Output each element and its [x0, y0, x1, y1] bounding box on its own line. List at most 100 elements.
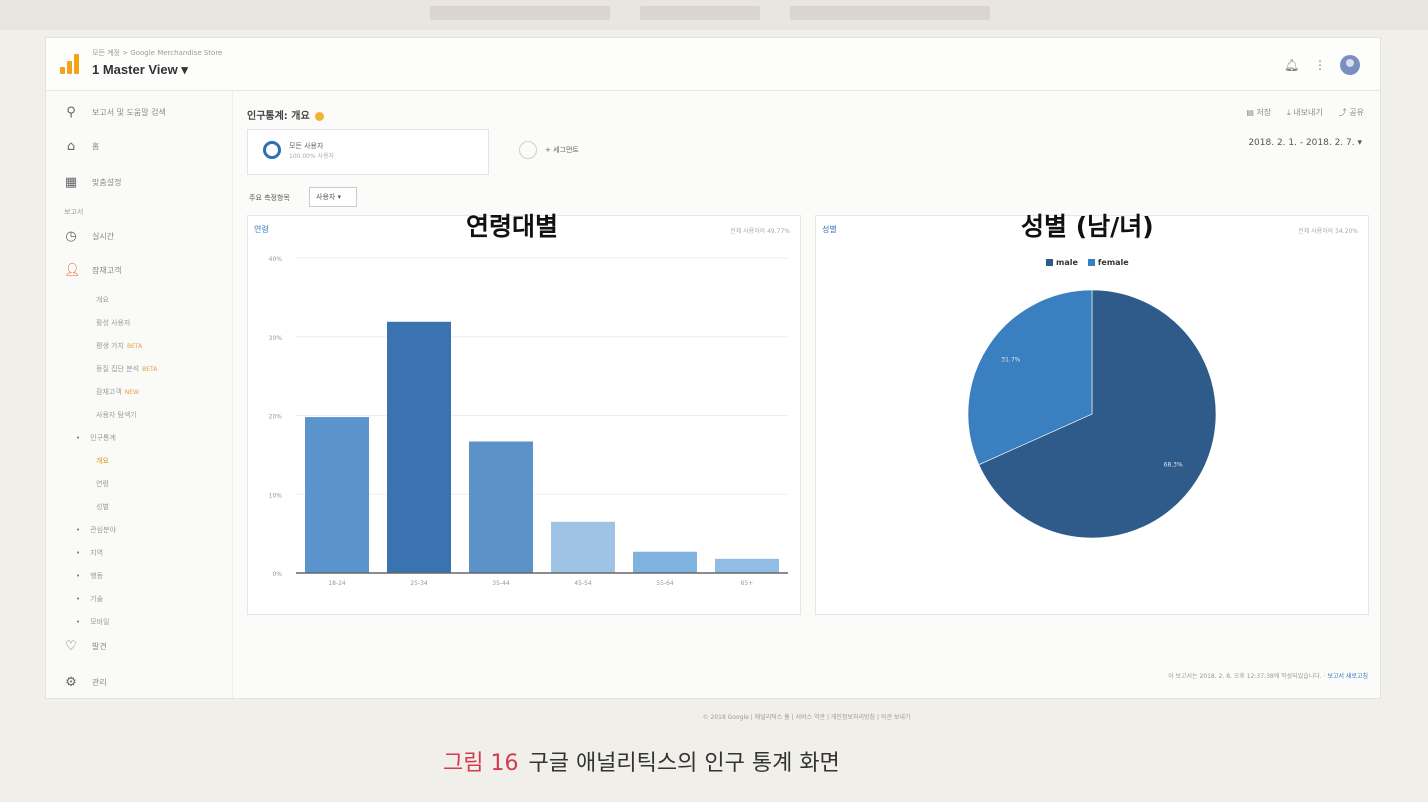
footer-links: © 2018 Google | 애널리틱스 홈 | 서비스 약관 | 개인정보처… [702, 714, 911, 721]
bell-icon[interactable]: 🔔︎ [1284, 58, 1300, 72]
figure-caption: 그림 16 구글 애널리틱스의 인구 통계 화면 [443, 745, 840, 777]
age-card-title[interactable]: 연령 [254, 225, 269, 234]
sidebar-item-technology[interactable]: 기술 [76, 594, 103, 604]
new-badge: NEW [124, 389, 139, 396]
age-card: 연령 전체 사용자의 49.77% 0% 10% 20% 30% 40% 18-24 25-… [247, 215, 801, 615]
gender-card-title[interactable]: 성별 [822, 225, 837, 234]
sidebar-subitem-gender[interactable]: 성별 [96, 503, 109, 511]
x-tick-label: 35-44 [492, 580, 510, 587]
sidebar-item-geo[interactable]: 지역 [76, 548, 103, 558]
sidebar-subitem-age[interactable]: 연령 [96, 480, 109, 488]
date-range-picker[interactable]: 2018. 2. 1. - 2018. 2. 7. ▾ [1248, 138, 1362, 148]
age-bar[interactable] [633, 551, 697, 573]
home-icon: ⌂ [66, 139, 76, 154]
account-breadcrumb[interactable]: 모든 계정 > Google Merchandise Store [92, 49, 223, 57]
sidebar-item-discover[interactable]: ♡ 발견 [64, 639, 107, 654]
search-icon: ⚲ [66, 105, 76, 120]
sidebar-item-customization[interactable]: ▦ 맞춤설정 [64, 175, 122, 190]
export-button[interactable]: ⤓ 내보내기 [1287, 108, 1323, 117]
pie-slice-label: 68.3% [1164, 462, 1183, 469]
sidebar-item-admin[interactable]: ⚙ 관리 [64, 675, 107, 690]
save-button[interactable]: ▤ 저장 [1246, 108, 1272, 117]
metric-select[interactable]: 사용자 ▾ [309, 187, 357, 207]
age-bar[interactable] [387, 321, 451, 573]
sidebar-item-label: 관리 [92, 678, 107, 687]
gender-card: 성별 전체 사용자의 54.20% male female 68.3% 31.7% [815, 215, 1369, 615]
segment-all-users[interactable]: 모든 사용자 100.00% 사용자 [263, 133, 334, 167]
age-bar-chart: 0% 10% 20% 30% 40% 18-24 25-34 35-44 45-54 55-64 6… [269, 256, 788, 587]
age-overlay-label: 연령대별 [466, 212, 559, 241]
search-input[interactable]: 보고서 및 도움말 검색 [92, 108, 166, 117]
add-segment-button[interactable]: + 세그먼트 [519, 133, 579, 167]
app-header: 모든 계정 > Google Merchandise Store 1 Maste… [46, 38, 1380, 91]
y-tick-label: 10% [269, 492, 283, 499]
figure-caption-text: 구글 애널리틱스의 인구 통계 화면 [528, 751, 840, 776]
refresh-report-link[interactable]: 보고서 새로고침 [1327, 673, 1368, 680]
metric-label: 주요 측정항목 [249, 194, 290, 202]
y-tick-label: 30% [269, 335, 283, 342]
age-bar[interactable] [715, 558, 779, 573]
x-tick-label: 65+ [741, 580, 754, 587]
y-tick-label: 20% [269, 414, 283, 421]
x-tick-label: 55-64 [656, 580, 674, 587]
legend-female[interactable]: female [1087, 258, 1129, 267]
sidebar-item-label: 발견 [92, 642, 107, 651]
sidebar-item-demographics[interactable]: 인구통계 [76, 433, 116, 443]
report-timestamp: 이 보고서는 2018. 2. 8. 오후 12:37:38에 작성되었습니다.… [1168, 673, 1368, 680]
bleed-text [430, 6, 610, 20]
dashboard-icon: ▦ [64, 175, 78, 190]
legend-male[interactable]: male [1046, 258, 1078, 267]
report-main: 인구통계: 개요 ▤ 저장 ⤓ 내보내기 ⤴ 공유 2018. 2. 1. - … [233, 91, 1380, 721]
sidebar-subitem-active-users[interactable]: 활성 사용자 [96, 319, 131, 327]
y-tick-label: 40% [269, 256, 283, 263]
sidebar-item-label: 실시간 [92, 232, 115, 241]
x-tick-label: 18-24 [328, 580, 346, 587]
verified-icon [314, 111, 324, 121]
page-title: 인구통계: 개요 [247, 107, 324, 122]
sidebar-item-audience[interactable]: 👤︎ 잠재고객 [64, 263, 121, 278]
sidebar-subitem-user-explorer[interactable]: 사용자 탐색기 [96, 411, 137, 419]
sidebar: ⚲ 보고서 및 도움말 검색 ⌂ 홈 ▦ 맞춤설정 보고서 ◷ 실시간 👤︎ 잠… [46, 91, 233, 698]
reports-heading: 보고서 [64, 208, 84, 216]
sidebar-item-interests[interactable]: 관심분야 [76, 525, 116, 535]
x-tick-label: 45-54 [574, 580, 592, 587]
segment-ring-icon [263, 141, 281, 159]
sidebar-subitem-audiences[interactable]: 잠재고객 NEW [96, 388, 139, 396]
pie-slice-label: 31.7% [1001, 356, 1020, 363]
sidebar-item-home[interactable]: ⌂ 홈 [64, 139, 100, 154]
pie-slice-female[interactable] [967, 289, 1093, 466]
y-tick-label: 0% [272, 571, 282, 578]
more-vert-icon[interactable]: ⋮ [1314, 58, 1326, 72]
sidebar-item-mobile[interactable]: 모바일 [76, 617, 109, 627]
sidebar-item-behavior[interactable]: 행동 [76, 571, 103, 581]
beta-badge: BETA [142, 366, 158, 373]
gender-pie-chart: 68.3% 31.7% [967, 289, 1217, 539]
sidebar-subitem-cohort[interactable]: 동질 집단 분석 BETA [96, 365, 158, 373]
person-icon: 👤︎ [64, 263, 81, 278]
gender-overlay-label: 성별 (남/녀) [1021, 212, 1154, 241]
beta-badge: BETA [127, 343, 143, 350]
age-bar[interactable] [305, 417, 369, 573]
segment-card[interactable] [247, 129, 489, 175]
sidebar-search[interactable]: ⚲ 보고서 및 도움말 검색 [64, 105, 166, 120]
gear-icon: ⚙ [65, 675, 77, 690]
pie-slice-male[interactable] [978, 289, 1217, 539]
sidebar-subitem-overview[interactable]: 개요 [96, 296, 109, 304]
sidebar-item-label: 홈 [92, 142, 100, 151]
age-card-note: 전체 사용자의 49.77% [730, 228, 790, 235]
analytics-logo-icon[interactable] [60, 54, 80, 74]
age-bar[interactable] [469, 441, 533, 573]
lightbulb-icon: ♡ [65, 639, 77, 654]
bleed-text [640, 6, 760, 20]
avatar[interactable] [1340, 55, 1360, 75]
age-bar[interactable] [551, 521, 615, 573]
clock-icon: ◷ [65, 229, 77, 244]
share-button[interactable]: ⤴ 공유 [1338, 108, 1364, 117]
view-selector[interactable]: 1 Master View ▾ [92, 62, 188, 77]
sidebar-subitem-demographics-overview[interactable]: 개요 [96, 457, 109, 465]
sidebar-item-label: 맞춤설정 [92, 178, 122, 187]
figure-number: 그림 16 [443, 751, 519, 776]
sidebar-item-realtime[interactable]: ◷ 실시간 [64, 229, 114, 244]
page-top-band [0, 0, 1428, 30]
sidebar-subitem-lifetime-value[interactable]: 평생 가치 BETA [96, 342, 143, 350]
